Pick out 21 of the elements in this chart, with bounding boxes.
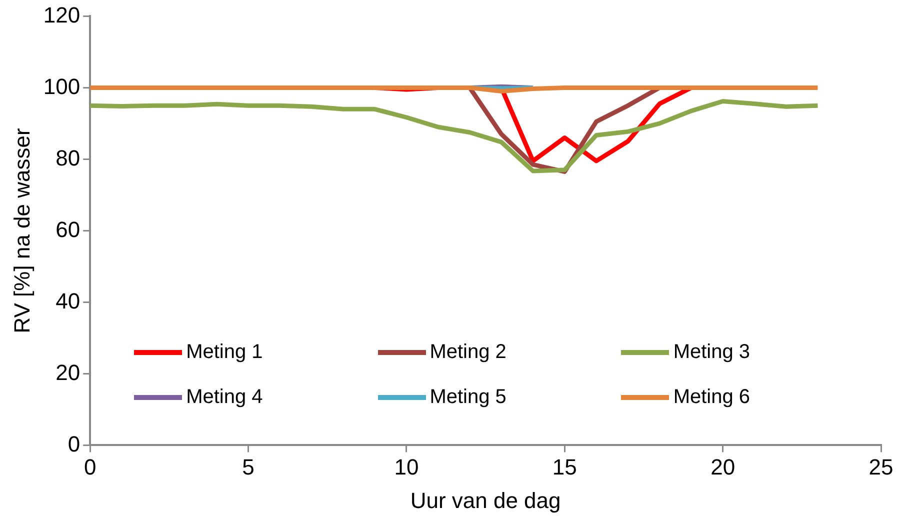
legend-label: Meting 5 bbox=[430, 386, 506, 410]
x-tick-label: 0 bbox=[84, 454, 96, 480]
legend-label: Meting 1 bbox=[186, 341, 263, 364]
y-axis-title: RV [%] na de wasser bbox=[9, 128, 34, 334]
y-tick-label: 40 bbox=[56, 288, 80, 314]
legend-label: Meting 4 bbox=[186, 386, 263, 410]
x-tick-label: 15 bbox=[552, 454, 577, 480]
x-tick-label: 5 bbox=[242, 454, 254, 480]
y-tick-label: 0 bbox=[68, 431, 80, 456]
legend-label: Meting 6 bbox=[673, 386, 750, 410]
y-tick-label: 60 bbox=[56, 216, 80, 242]
y-tick-label: 100 bbox=[43, 74, 80, 99]
x-axis-title: Uur van de dag bbox=[410, 488, 561, 513]
legend-label: Meting 3 bbox=[673, 341, 750, 364]
x-tick-label: 20 bbox=[710, 454, 736, 480]
x-tick-label: 25 bbox=[868, 454, 894, 480]
legend-label: Meting 2 bbox=[430, 341, 506, 364]
x-tick-label: 10 bbox=[394, 454, 419, 480]
y-tick-label: 120 bbox=[43, 2, 80, 28]
y-tick-label: 80 bbox=[56, 145, 80, 170]
y-tick-label: 20 bbox=[56, 360, 80, 385]
